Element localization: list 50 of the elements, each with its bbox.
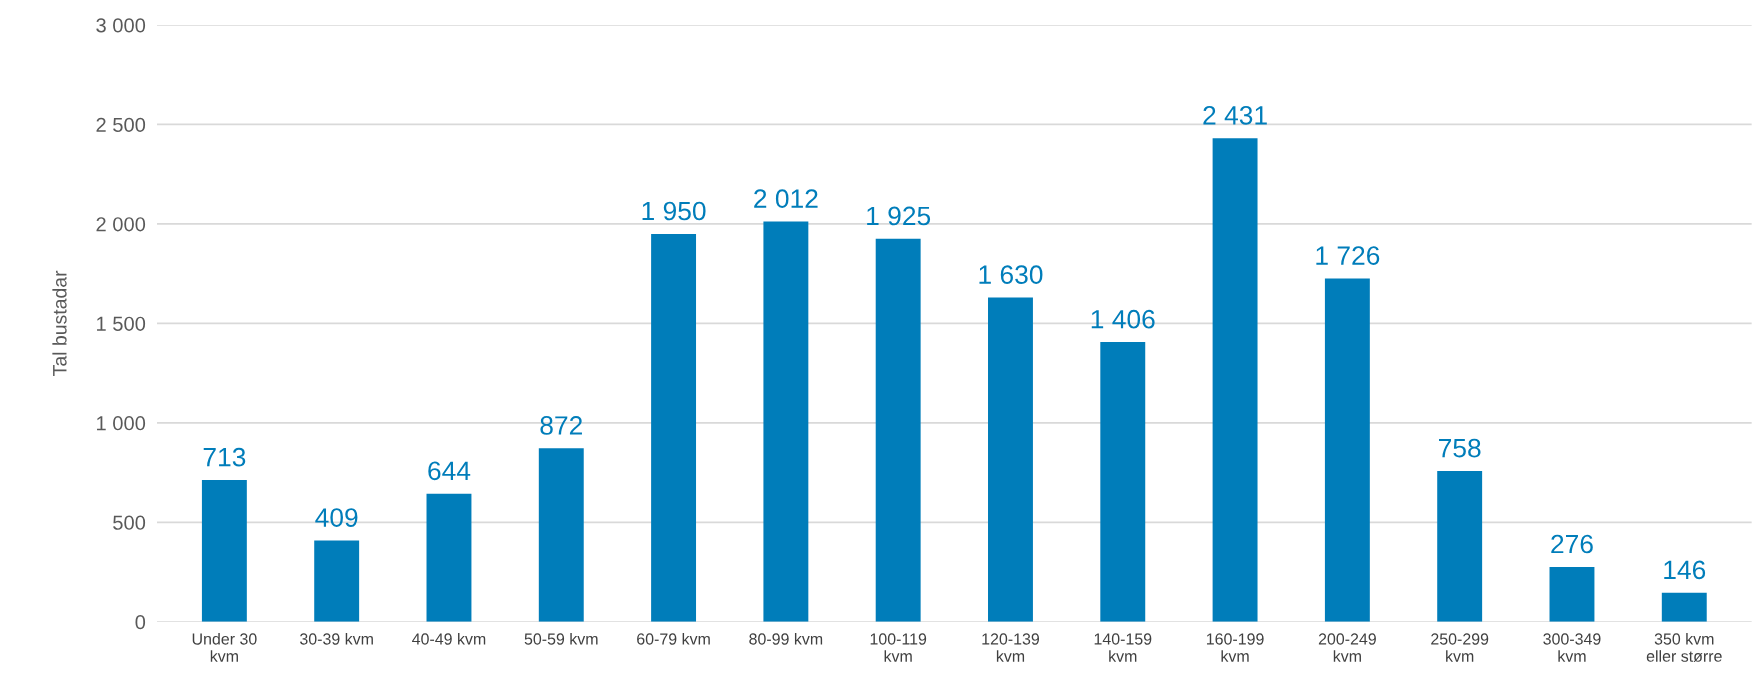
y-axis-title: Tal bustadar	[52, 270, 67, 376]
y-tick-label: 500	[113, 515, 146, 530]
x-tick-label: 160-199 kvm	[1206, 633, 1264, 662]
y-tick-label: 3 000	[96, 18, 146, 33]
bar	[1549, 566, 1595, 622]
data-label: 2 012	[754, 189, 818, 208]
bar	[1437, 471, 1483, 622]
bar	[875, 238, 921, 622]
bar	[1324, 278, 1370, 622]
x-tick-label: 300-349 kvm	[1543, 633, 1601, 662]
data-label: 1 406	[1091, 309, 1155, 329]
bar	[763, 221, 809, 622]
bar	[1100, 342, 1146, 622]
data-label: 872	[540, 416, 582, 435]
x-tick-label: 60-79 kvm	[637, 632, 710, 645]
y-tick-label: 1 500	[97, 316, 146, 331]
y-tick-label: 2 000	[96, 217, 146, 232]
bar	[651, 233, 697, 622]
bar	[314, 540, 360, 622]
y-tick-label: 0	[135, 615, 146, 630]
x-tick-label: 100-119 kvm	[870, 633, 927, 662]
data-label: 276	[1551, 534, 1593, 554]
bar	[201, 479, 247, 622]
y-tick-label: 1 000	[97, 416, 146, 431]
x-tick-label: 140-159 kvm	[1094, 633, 1152, 662]
data-label: 1 726	[1316, 246, 1380, 265]
x-tick-label: 30-39 kvm	[300, 632, 373, 645]
bar	[1212, 138, 1258, 622]
bar	[426, 493, 472, 622]
x-tick-label: 200-249 kvm	[1318, 633, 1376, 662]
data-label: 2 431	[1203, 105, 1267, 125]
x-tick-label: 350 kvm eller større	[1646, 632, 1722, 663]
data-label: 644	[428, 461, 471, 481]
x-tick-label: 40-49 kvm	[412, 632, 486, 645]
data-label: 1 925	[867, 206, 931, 226]
x-tick-label: 80-99 kvm	[749, 632, 823, 645]
data-label: 1 950	[642, 201, 706, 221]
x-tick-label: 250-299 kvm	[1431, 633, 1489, 662]
data-label: 1 630	[979, 265, 1043, 284]
data-label: 713	[203, 447, 246, 467]
bar	[538, 448, 584, 622]
y-tick-label: 2 500	[96, 117, 146, 132]
data-label: 758	[1439, 438, 1481, 458]
bar	[988, 297, 1033, 622]
data-label: 409	[315, 508, 358, 527]
data-label: 146	[1664, 560, 1706, 580]
bar	[1661, 592, 1707, 622]
x-tick-label: 120-139 kvm	[982, 633, 1040, 662]
x-tick-label: Under 30 kvm	[192, 632, 257, 662]
x-tick-label: 50-59 kvm	[524, 632, 598, 645]
